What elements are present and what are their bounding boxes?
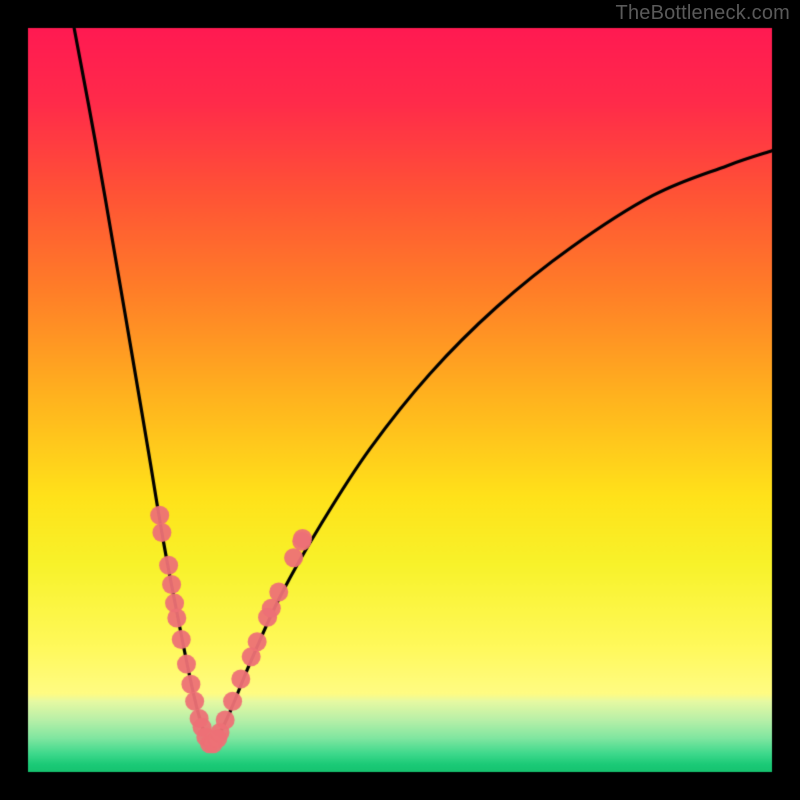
bottleneck-curve-canvas: [0, 0, 800, 800]
watermark-text: TheBottleneck.com: [616, 2, 790, 25]
chart-stage: TheBottleneck.com: [0, 0, 800, 800]
